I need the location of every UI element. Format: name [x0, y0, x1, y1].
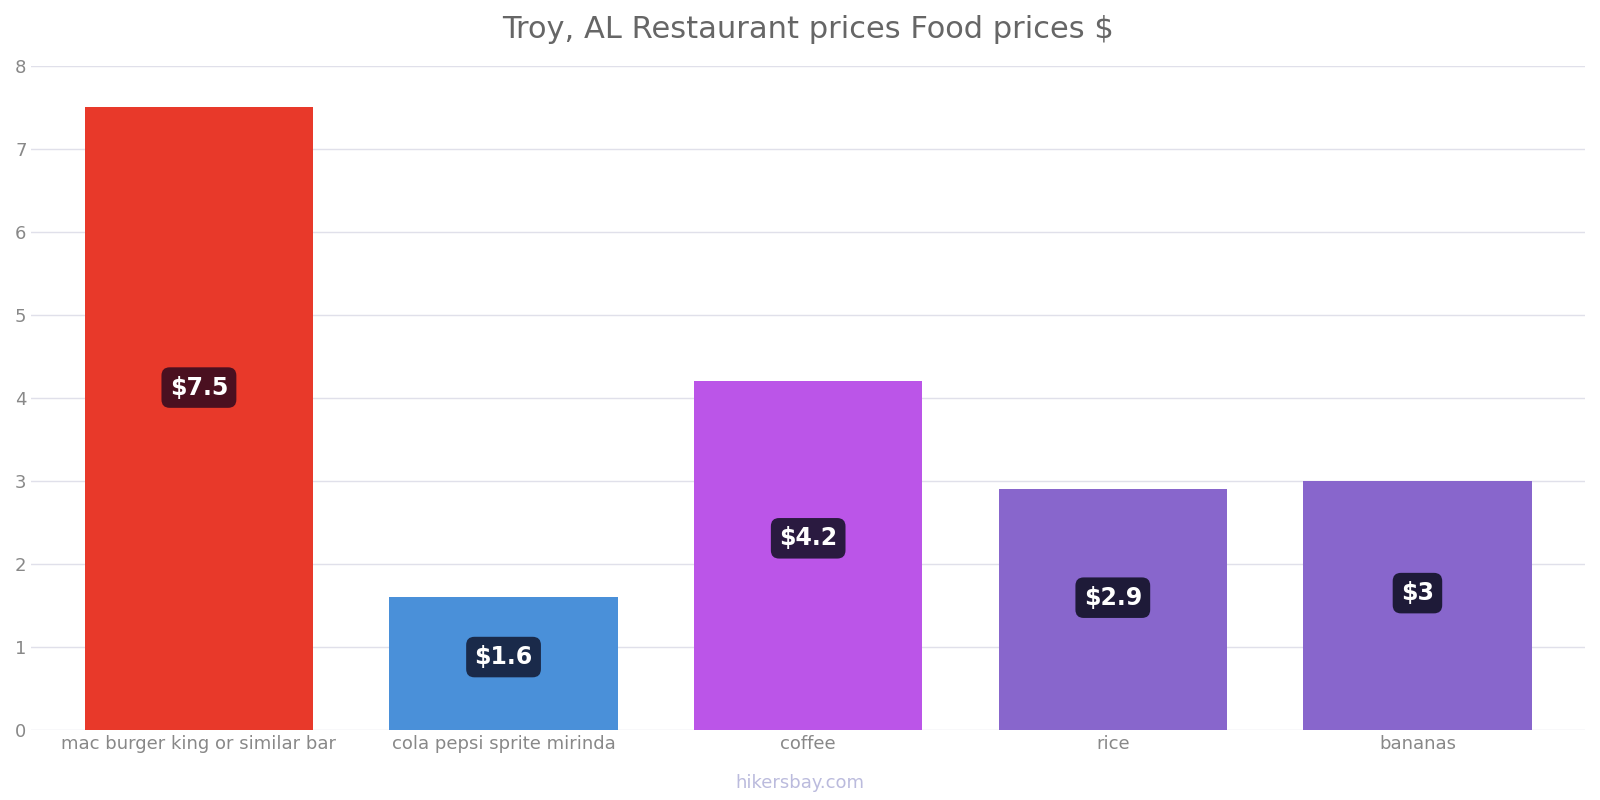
- Bar: [694, 382, 923, 730]
- Bar: [1304, 481, 1531, 730]
- Text: $2.9: $2.9: [1083, 586, 1142, 610]
- Bar: [389, 598, 618, 730]
- Text: hikersbay.com: hikersbay.com: [736, 774, 864, 792]
- Text: $7.5: $7.5: [170, 375, 229, 399]
- Bar: [85, 107, 314, 730]
- Text: $1.6: $1.6: [475, 645, 533, 669]
- Text: $3: $3: [1402, 581, 1434, 605]
- Bar: [998, 490, 1227, 730]
- Title: Troy, AL Restaurant prices Food prices $: Troy, AL Restaurant prices Food prices $: [502, 15, 1114, 44]
- Text: $4.2: $4.2: [779, 526, 837, 550]
